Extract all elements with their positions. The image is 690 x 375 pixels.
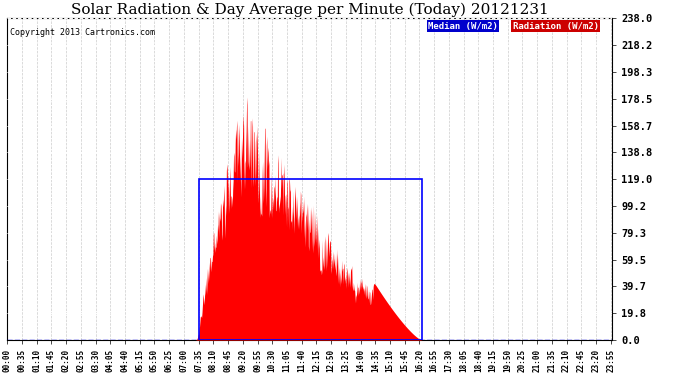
Bar (199, 179, 422, 340)
Title: Solar Radiation & Day Average per Minute (Today) 20121231: Solar Radiation & Day Average per Minute… (71, 3, 549, 17)
Text: Copyright 2013 Cartronics.com: Copyright 2013 Cartronics.com (10, 28, 155, 37)
Text: Median (W/m2): Median (W/m2) (428, 21, 497, 30)
Text: Radiation (W/m2): Radiation (W/m2) (513, 21, 599, 30)
